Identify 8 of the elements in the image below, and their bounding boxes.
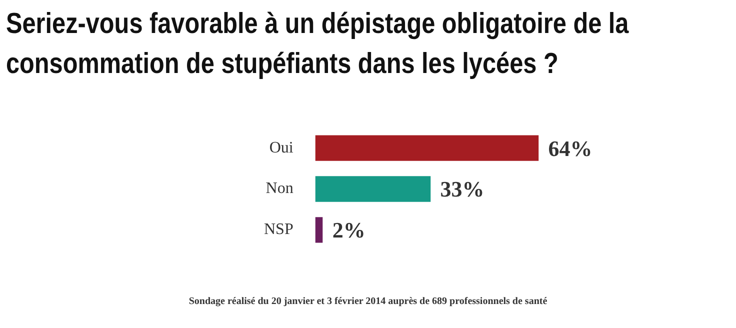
text: Sondage réalisé du 20 janvier et 3 février 2014 auprès de 689 professionnels de santé: [188, 296, 548, 307]
data-label: 2%: [332, 218, 366, 243]
y-tick-label: Oui: [269, 139, 294, 156]
y-tick-label: NSP: [264, 221, 294, 238]
chart-title: Seriez-vous favorable à un dépistage obligatoire de la consommation de stupéfiants dans les lycées ?: [6, 7, 630, 82]
data-label: 33%: [440, 176, 484, 202]
y-tick-label: Non: [266, 180, 294, 198]
data-label: 64%: [548, 136, 592, 161]
